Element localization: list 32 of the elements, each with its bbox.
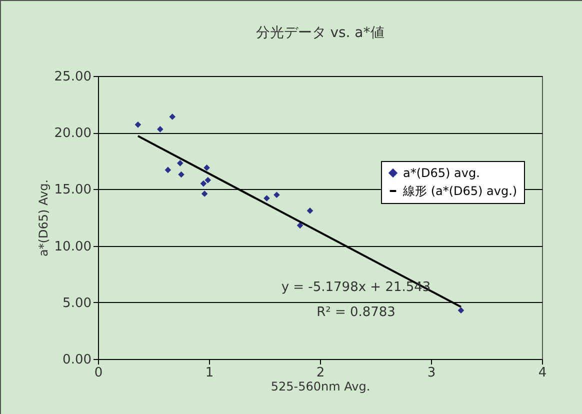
point: [458, 307, 464, 314]
point: [164, 166, 172, 174]
point: [201, 190, 208, 197]
y-tick-label: 20.00: [54, 126, 92, 142]
point: [157, 126, 164, 132]
y-tick-label: 5.00: [62, 296, 92, 311]
x-tick-label: 1: [205, 366, 214, 380]
y-axis-title: a*(D65) Avg.: [36, 179, 50, 257]
x-tick-label: 4: [538, 366, 547, 380]
x-tick-label: 3: [427, 366, 436, 380]
legend-label: a*(D65) avg.: [403, 166, 480, 180]
point: [204, 164, 210, 171]
point: [134, 122, 142, 128]
y-tick-label: 10.00: [54, 239, 92, 254]
point: [176, 160, 184, 166]
legend-label: 線形 (a*(D65) avg.): [402, 184, 518, 198]
x-tick-label: 0: [94, 366, 103, 380]
annotation: R² = 0.8783: [316, 305, 396, 320]
y-tick-label: 0.00: [62, 352, 92, 368]
x-tick-label: 2: [316, 366, 325, 380]
point: [169, 114, 176, 120]
point: [306, 208, 314, 214]
point: [178, 171, 184, 178]
point: [274, 192, 280, 198]
point: [200, 180, 207, 187]
point: [264, 195, 270, 202]
point: [296, 222, 304, 229]
chart-title: 分光データ vs. a*値: [256, 25, 384, 41]
y-tick-label: 15.00: [54, 182, 92, 198]
point: [204, 176, 212, 184]
x-axis-title: 525-560nm Avg.: [270, 380, 370, 394]
y-tick-label: 25.00: [54, 70, 92, 84]
